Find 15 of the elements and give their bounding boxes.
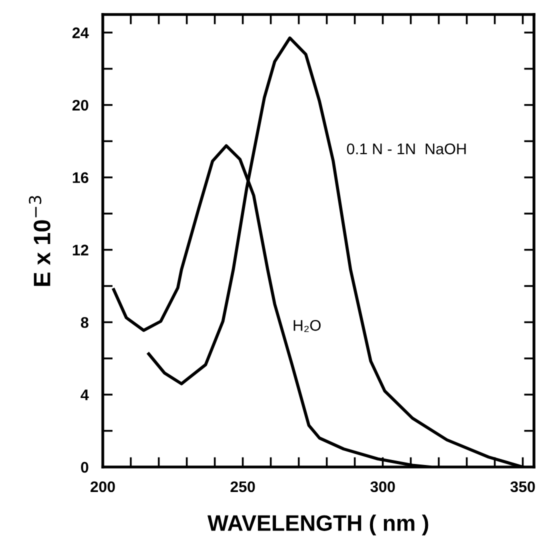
y-tick-label: 12 <box>72 244 88 256</box>
x-axis-title: WAVELENGTH ( nm ) <box>207 514 428 536</box>
y-tick-label: 0 <box>81 462 88 473</box>
y-tick-label: 8 <box>80 317 88 328</box>
y-tick-label: 20 <box>72 100 88 111</box>
y-tick-label: 24 <box>72 27 89 38</box>
x-tick-label: 300 <box>370 481 395 492</box>
y-tick-label: 16 <box>72 172 88 184</box>
annotation: 0.1 N - 1N NaOH <box>347 144 466 154</box>
x-tick-label: 250 <box>230 481 255 492</box>
x-tick-label: 350 <box>510 481 535 492</box>
y-axis-title: E x 10$^{−3}$ <box>28 196 50 286</box>
annotation: H₂O <box>294 320 321 332</box>
y-tick-label: 4 <box>80 390 89 400</box>
x-tick-label: 200 <box>90 481 115 492</box>
